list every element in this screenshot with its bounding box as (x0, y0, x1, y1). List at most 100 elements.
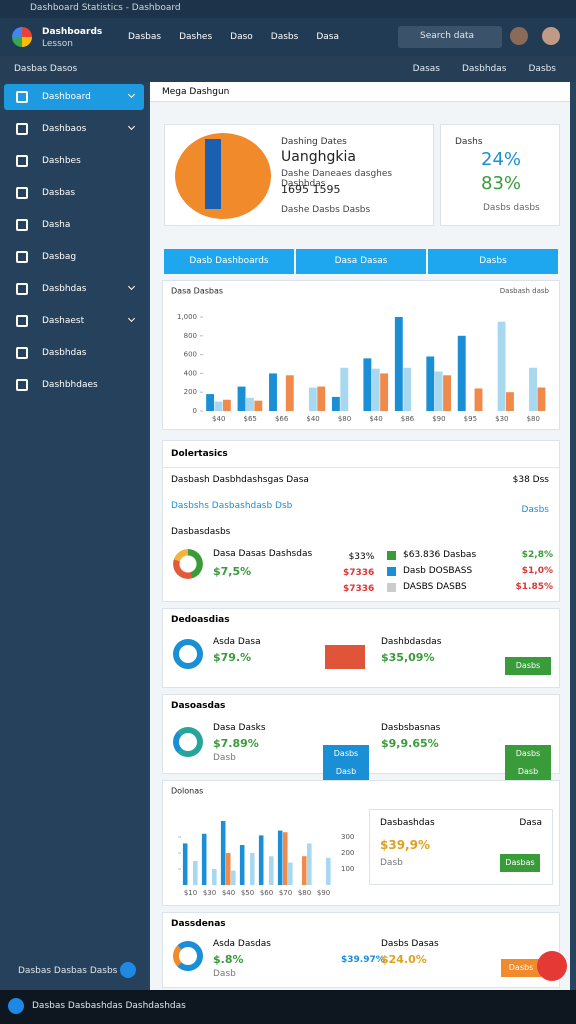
section-2: Dedoasdias Asda Dasa $79.% Dashbdasdas $… (162, 608, 560, 688)
summary-value: $39,9% (380, 838, 430, 852)
subbar-item[interactable]: Dasbs (528, 64, 556, 74)
help-button[interactable] (120, 962, 136, 978)
avatar[interactable] (510, 27, 528, 45)
section-right-name: Dasbs Dasas (381, 939, 439, 949)
nav-item[interactable]: Daso (230, 32, 253, 42)
sidebar-label: Dasbhdas (42, 348, 87, 358)
sidebar: Dasbas Dasbas Dasbs Dashboard Dashbaos Das… (0, 82, 148, 990)
sidebar-item[interactable]: Dashbaos (4, 116, 144, 142)
x-tick-label: $90 (432, 415, 445, 423)
bar (212, 869, 217, 885)
tab[interactable]: Dasbs (428, 249, 558, 274)
summary-button[interactable]: Dasbas (500, 854, 540, 872)
sidebar-item[interactable]: Dashbes (4, 148, 144, 174)
sidebar-item[interactable]: Dashboard (4, 84, 144, 110)
nav: Dasbas Dashes Daso Dasbs Dasa (128, 32, 339, 42)
nav-item[interactable]: Dasbs (270, 32, 299, 42)
details-link[interactable]: Dasbshs Dasbashdasb Dsb (171, 501, 293, 511)
y-tick-label: 1,000 (177, 313, 197, 321)
donut (173, 941, 203, 971)
x-tick-label: $86 (401, 415, 415, 423)
bar (258, 835, 264, 885)
x-tick-label: $60 (260, 889, 273, 897)
row-value: $38 Dss (512, 475, 549, 485)
sidebar-item[interactable]: Dashbhdaes (4, 372, 144, 398)
section-name: Dasa Dasks (213, 723, 266, 733)
bar (214, 401, 223, 411)
list-value: $1.85% (515, 582, 554, 592)
nav-item[interactable]: Dashes (179, 32, 213, 42)
list-row: DASBS DASBS $1.85% (387, 579, 553, 595)
bar (474, 388, 483, 411)
bar (301, 856, 307, 885)
section-button[interactable]: Dasbs Dasb (323, 745, 369, 781)
donut (173, 727, 203, 757)
divider (163, 467, 559, 468)
sidebar-item[interactable]: Dasbag (4, 244, 144, 270)
sidebar-label: Dasbhdas (42, 284, 87, 294)
details-list: $63.836 Dasbas $2,8% Dasb DOSBASS $1,0% DASB… (387, 547, 553, 595)
start-button[interactable] (8, 998, 24, 1014)
y-tick-label: 200 (184, 388, 197, 396)
bar (254, 400, 263, 411)
sidebar-item[interactable]: Dashaest (4, 308, 144, 334)
taskbar-text: Dasbas Dasbashdas Dashdashdas (32, 1001, 186, 1011)
donut (173, 549, 203, 579)
list-label: DASBS DASBS (403, 582, 467, 592)
subbar-item[interactable]: Dasbhdas (461, 64, 507, 74)
tab[interactable]: Dasa Dasas (296, 249, 426, 274)
window-title: Dashboard Statistics - Dashboard (30, 3, 181, 13)
bar (340, 367, 349, 411)
sidebar-item[interactable]: Dasbhdas (4, 340, 144, 366)
subbar-item[interactable]: Dasas (412, 64, 440, 74)
sidebar-label: Dasbag (42, 252, 77, 262)
summary-title: Dasbashdas (380, 818, 435, 828)
nav-item[interactable]: Dasa (316, 32, 339, 42)
sidebar-label: Dashbhdaes (42, 380, 98, 390)
avatar[interactable] (542, 27, 560, 45)
bar (317, 386, 326, 411)
chevron (127, 282, 136, 291)
chart-title: Dolonas (171, 787, 203, 796)
list-value: $1,0% (521, 566, 553, 576)
bar (288, 862, 293, 885)
details-mid: $33% $7336 $7336 (343, 549, 374, 597)
x-tick-label: $10 (184, 889, 197, 897)
sidebar-icon (16, 123, 28, 135)
bar (403, 367, 412, 411)
search[interactable]: Search data (398, 26, 502, 48)
bar (506, 392, 514, 411)
section-name: Asda Dasa (213, 637, 261, 647)
details-title: Dolertasics (171, 449, 228, 459)
section-button[interactable]: Dasbs Dasb (505, 745, 551, 781)
x-tick-label: $40 (306, 415, 319, 423)
x-tick-label: $30 (495, 415, 508, 423)
list-row: Dasb DOSBASS $1,0% (387, 563, 553, 579)
chart-title: Dasa Dasbas (171, 287, 223, 296)
section-button[interactable]: Dasbs (505, 657, 551, 675)
bar (231, 870, 236, 885)
sidebar-icon (16, 379, 28, 391)
sidebar-item[interactable]: Dasha (4, 212, 144, 238)
bar (222, 399, 231, 411)
summary-note: Dasb (380, 858, 403, 868)
fab[interactable] (537, 951, 567, 981)
taskbar: Dasbas Dasbashdas Dashdashdas (0, 990, 576, 1024)
bar (443, 375, 451, 411)
list-row: $63.836 Dasbas $2,8% (387, 547, 553, 563)
nav-item[interactable]: Dasbas (128, 32, 162, 42)
sidebar-item[interactable]: Dasbas (4, 180, 144, 206)
section-button[interactable]: Dasbs (501, 959, 541, 977)
x-tick-label: $66 (275, 415, 289, 423)
sidebar-item[interactable]: Dasbhdas (4, 276, 144, 302)
details-link-right[interactable]: Dasbs (521, 505, 549, 515)
tab[interactable]: Dasb Dashboards (164, 249, 294, 274)
x-tick-label: $80 (298, 889, 311, 897)
section-value: $79.% (213, 651, 252, 664)
x-tick-label: $40 (369, 415, 382, 423)
section-right-value: $24.0% (381, 953, 427, 966)
chevron (127, 122, 136, 131)
x-tick-label: $95 (464, 415, 477, 423)
hero-meta: Dashe Dasbs Dasbs (281, 205, 371, 215)
